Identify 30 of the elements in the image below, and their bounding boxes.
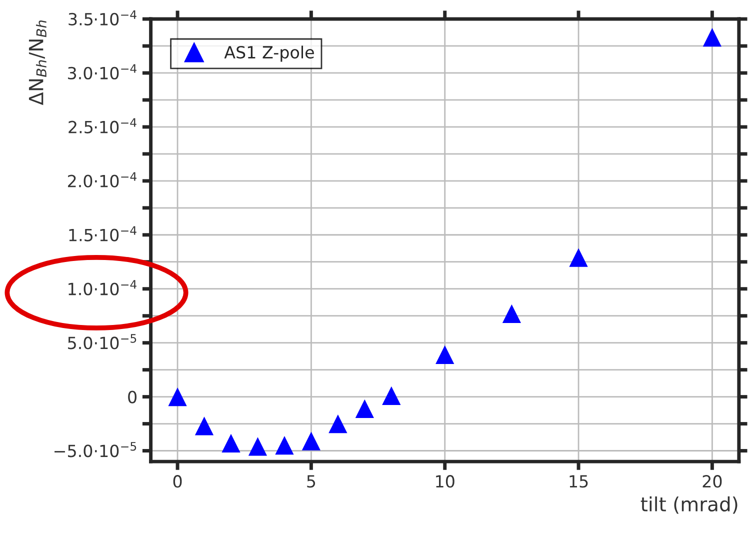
y-tick-label: 3.0·10$^{−4}$ [68,64,136,80]
y-axis-title: ΔN$_{Bh}$/N$_{Bh}$ [28,20,46,106]
x-tick-label: 20 [702,475,722,488]
point [702,28,722,47]
point [382,386,401,406]
point [328,414,348,434]
point [502,304,522,323]
x-tick-label: 0 [173,475,182,488]
y-tick-label: −5.0·10$^{−5}$ [54,442,136,458]
point [222,434,240,453]
point [275,436,294,455]
x-tick-label: 10 [436,475,454,488]
y-tick-label: 5.0·10$^{−5}$ [68,334,136,350]
point [569,248,588,267]
point [302,432,321,450]
x-axis-title: tilt (mrad) [640,496,738,514]
y-tick-label: 2.5·10$^{−4}$ [68,118,136,134]
x-tick-label: 15 [570,475,588,488]
legend-label: AS1 Z-pole [224,46,314,62]
y-tick-label: 1.5·10$^{−4}$ [69,226,136,242]
point [355,399,374,418]
y-tick-label: 3.5·10$^{−4}$ [68,10,136,26]
y-tick-label: 1.0·10$^{−4}$ [68,280,136,296]
point [194,416,214,436]
point [436,345,454,364]
point [168,387,187,406]
y-tick-label: 2.0·10$^{−4}$ [68,172,136,188]
y-tick-label: 0 [128,390,136,404]
point [248,437,268,456]
x-tick-label: 5 [307,475,316,488]
